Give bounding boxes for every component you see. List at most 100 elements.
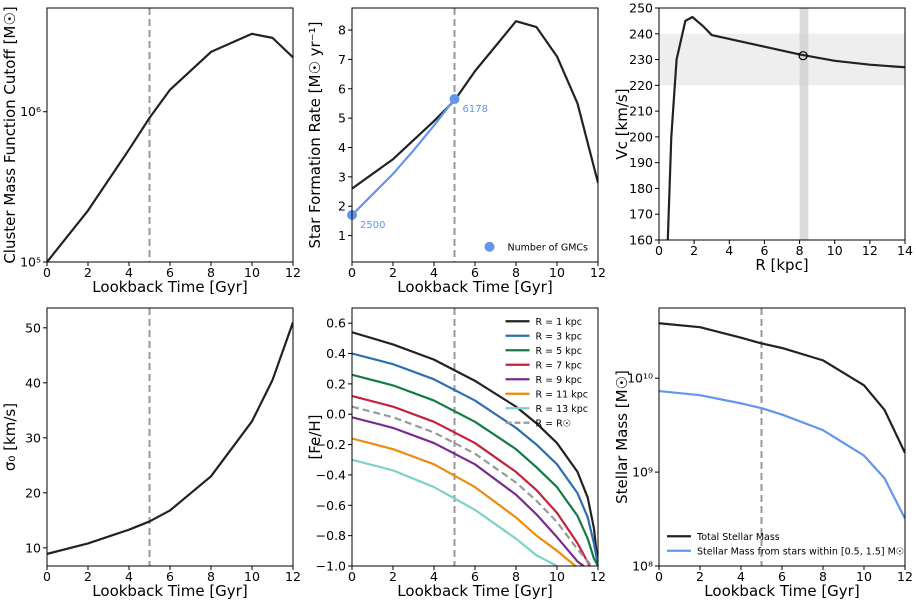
y-axis-label: Star Formation Rate [M☉ yr⁻¹]	[306, 21, 324, 248]
series-line	[666, 15, 905, 240]
x-tick-label: 12	[285, 265, 301, 280]
x-tick-label: 12	[285, 569, 301, 584]
y-tick-label: 5	[338, 111, 346, 126]
x-tick-label: 10	[244, 265, 260, 280]
point-label: 6178	[463, 104, 488, 115]
y-tick-label: 190	[629, 155, 653, 170]
y-tick-label: 180	[629, 181, 653, 196]
plot-area	[352, 8, 598, 262]
series-line	[659, 322, 905, 454]
legend-label: R = 11 kpc	[536, 389, 588, 400]
series-line	[659, 389, 905, 520]
plot-area	[352, 308, 598, 566]
x-tick-label: 4	[125, 569, 133, 584]
x-tick-label: 6	[760, 243, 768, 258]
x-tick-label: 12	[590, 569, 606, 584]
axes-frame	[351, 7, 599, 263]
plot-area	[659, 308, 905, 566]
x-tick-label: 6	[166, 569, 174, 584]
y-tick-label: 1	[338, 228, 346, 243]
band-horizontal	[659, 33, 905, 86]
y-axis-label: σ₀ [km/s]	[1, 403, 19, 471]
legend-label: R = 13 kpc	[536, 404, 588, 415]
y-tick-label: 20	[25, 485, 41, 500]
legend-label: R = 7 kpc	[536, 360, 582, 371]
x-tick-label: 6	[471, 265, 479, 280]
legend-label: R = 3 kpc	[536, 331, 582, 342]
x-tick-label: 2	[84, 265, 92, 280]
y-axis-label: [Fe/H]	[306, 414, 324, 459]
y-tick-label: 10¹⁰	[627, 371, 653, 386]
y-tick-label: 160	[629, 233, 653, 248]
series-line	[352, 331, 598, 566]
y-tick-label: −0.8	[316, 528, 346, 543]
legend: Number of GMCs	[484, 241, 588, 253]
x-tick-label: 0	[348, 265, 356, 280]
y-tick-label: 250	[629, 1, 653, 16]
legend-label: R = 9 kpc	[536, 375, 582, 386]
y-tick-label: 30	[25, 430, 41, 445]
x-tick-label: 6	[778, 569, 786, 584]
y-tick-label: 7	[338, 52, 346, 67]
x-tick-label: 0	[43, 265, 51, 280]
x-tick-label: 0	[43, 569, 51, 584]
x-tick-label: 0	[655, 243, 663, 258]
band-vertical	[799, 8, 809, 240]
x-tick-label: 14	[897, 243, 913, 258]
x-axis-label: Lookback Time [Gyr]	[397, 582, 552, 600]
x-tick-label: 12	[590, 265, 606, 280]
x-tick-label: 10	[549, 265, 565, 280]
x-tick-label: 6	[166, 265, 174, 280]
y-tick-label: 220	[629, 78, 653, 93]
y-tick-label: 8	[338, 23, 346, 38]
y-tick-label: 0.4	[326, 346, 346, 361]
x-tick-label: 4	[725, 243, 733, 258]
x-tick-label: 2	[389, 265, 397, 280]
x-tick-label: 12	[862, 243, 878, 258]
x-tick-label: 8	[512, 569, 520, 584]
legend-label: R = 1 kpc	[536, 317, 582, 328]
y-tick-label: 240	[629, 26, 653, 41]
y-tick-label: 200	[629, 129, 653, 144]
y-tick-label: −0.4	[316, 467, 346, 482]
y-tick-label: 50	[25, 320, 41, 335]
panel: 0 2 4 6 8 10 12 10⁵ 10⁶ Lookback Time [Gyr] Cluste…	[1, 6, 301, 296]
x-tick-label: 2	[696, 569, 704, 584]
y-tick-label: −0.2	[316, 437, 346, 452]
x-tick-label: 12	[897, 569, 913, 584]
plot-area	[47, 8, 293, 262]
series-line	[47, 32, 293, 262]
x-tick-label: 6	[471, 569, 479, 584]
axes-frame	[658, 7, 906, 241]
x-tick-label: 10	[827, 243, 843, 258]
x-tick-label: 8	[512, 265, 520, 280]
y-tick-label: 10⁵	[20, 255, 41, 270]
x-tick-label: 4	[430, 569, 438, 584]
series-line	[352, 20, 598, 190]
y-tick-label: 10⁹	[632, 465, 653, 480]
y-tick-label: 2	[338, 199, 346, 214]
series-line	[352, 394, 591, 566]
x-axis-label: Lookback Time [Gyr]	[397, 278, 552, 296]
legend-label: R = R☉	[536, 418, 572, 429]
panel: 0 2 4 6 8 10 12 14 160 170 180 190 200 210 220 230 240 25…	[613, 1, 913, 275]
y-tick-label: 170	[629, 207, 653, 222]
x-axis-label: Lookback Time [Gyr]	[92, 278, 247, 296]
x-tick-label: 4	[430, 265, 438, 280]
x-tick-label: 10	[856, 569, 872, 584]
x-tick-label: 8	[819, 569, 827, 584]
legend-swatch	[484, 241, 495, 252]
x-tick-label: 8	[796, 243, 804, 258]
x-tick-label: 4	[737, 569, 745, 584]
series-line	[352, 416, 585, 566]
y-axis-label: Cluster Mass Function Cutoff [M☉]	[1, 6, 19, 263]
x-tick-label: 0	[655, 569, 663, 584]
axes-frame	[46, 7, 294, 263]
x-tick-label: 2	[690, 243, 698, 258]
x-tick-label: 0	[348, 569, 356, 584]
series-line	[47, 321, 293, 555]
legend: Total Stellar Mass Stellar Mass from star…	[667, 532, 904, 557]
legend-label: R = 5 kpc	[536, 346, 582, 357]
